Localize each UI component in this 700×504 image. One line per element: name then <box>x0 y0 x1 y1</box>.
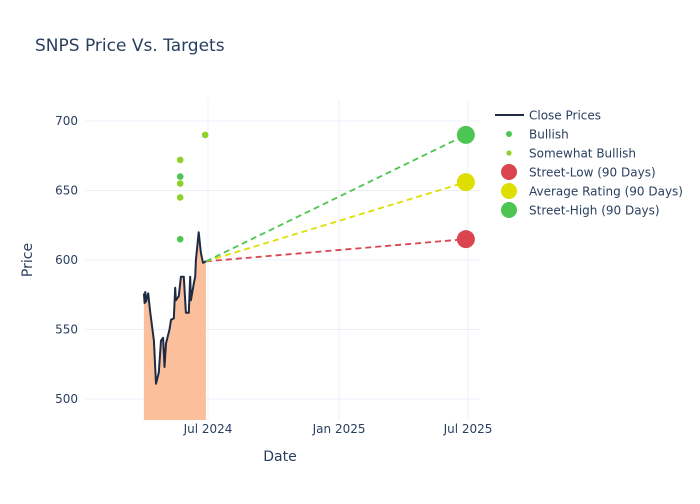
close-price-line <box>142 231 207 385</box>
legend-item-label: Close Prices <box>529 109 601 123</box>
y-tick-label: 500 <box>55 392 78 406</box>
legend[interactable]: Close Prices Bullish Somewhat Bullish Stree… <box>495 109 683 219</box>
target-lines <box>205 134 467 263</box>
target-point <box>456 125 475 144</box>
analyst-rating-point <box>176 173 184 180</box>
axis-ticks: 500 550 600 650 700 Jul 2024 Jan 2025 Jul 2025 <box>55 114 492 436</box>
analyst-rating-point <box>201 131 209 139</box>
analyst-rating-point <box>176 235 184 243</box>
x-tick-label: Jul 2025 <box>443 422 493 436</box>
legend-marker-icon <box>501 164 517 180</box>
x-tick-label: Jul 2024 <box>183 422 233 436</box>
target-point <box>456 230 475 249</box>
y-axis-title: Price <box>20 243 36 277</box>
analyst-rating-point <box>176 156 184 164</box>
target-line <box>205 134 467 263</box>
chart-title: SNPS Price Vs. Targets <box>35 36 225 56</box>
legend-marker-icon <box>501 202 517 218</box>
series <box>142 125 475 385</box>
target-point <box>456 173 475 192</box>
y-tick-label: 650 <box>55 184 78 198</box>
legend-item-label: Street-Low (90 Days) <box>529 166 656 180</box>
legend-item-label: Average Rating (90 Days) <box>529 185 683 199</box>
legend-marker-icon <box>501 183 517 199</box>
legend-item-label: Somewhat Bullish <box>529 147 636 161</box>
analyst-rating-point <box>176 180 184 187</box>
legend-marker-icon <box>506 131 512 137</box>
legend-item-label: Bullish <box>529 128 569 142</box>
analyst-rating-point <box>176 194 184 201</box>
legend-item-label: Street-High (90 Days) <box>529 204 660 218</box>
y-tick-label: 600 <box>55 253 78 267</box>
y-tick-label: 550 <box>55 323 78 337</box>
legend-marker-icon <box>506 150 512 156</box>
target-line <box>205 181 467 263</box>
target-line <box>205 238 466 263</box>
x-tick-label: Jan 2025 <box>312 422 366 436</box>
y-tick-label: 700 <box>55 114 78 128</box>
x-axis-title: Date <box>263 449 296 465</box>
